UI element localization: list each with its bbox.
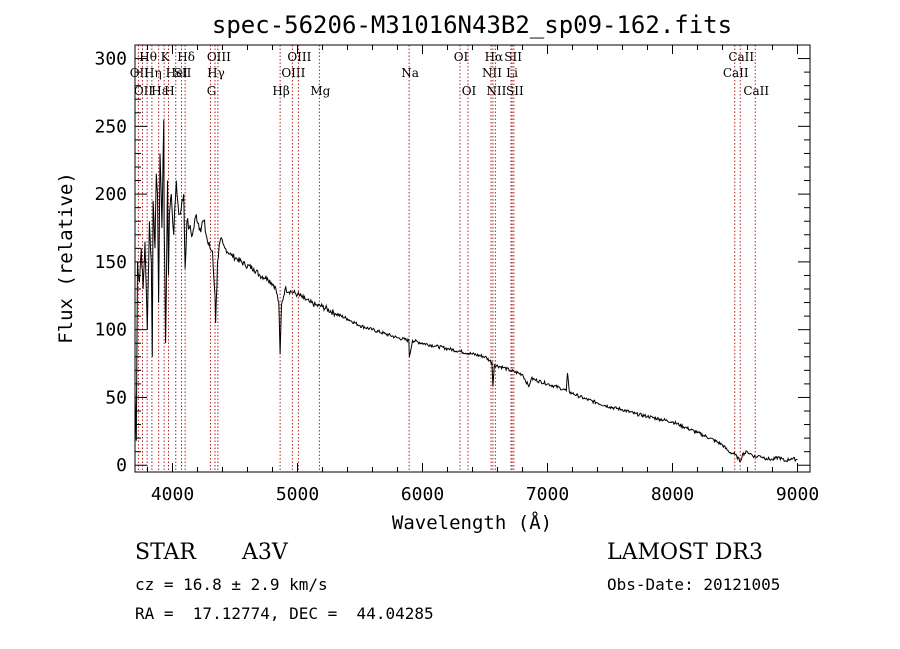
y-tick-label: 50 — [105, 387, 127, 408]
axis-ticks: 4000 5000 6000 7000 8000 9000 0 50 100 150 200 250 3… — [94, 45, 819, 505]
spectrum-line — [134, 119, 798, 463]
spectral-line-label: H — [164, 84, 174, 98]
spectral-line-label: G — [207, 84, 217, 98]
spectral-line-label: HeI — [166, 66, 189, 80]
spectral-line-label: NII — [486, 84, 506, 98]
x-tick-label: 7000 — [526, 484, 569, 505]
object-class: STAR — [135, 540, 196, 565]
x-tick-label: 4000 — [151, 484, 194, 505]
object-subclass: A3V — [242, 540, 288, 565]
spectral-line-label: Hγ — [207, 66, 225, 80]
y-tick-label: 100 — [94, 320, 127, 341]
spectral-lines: OIIOIIHθHηHεKHHeISIIHδGHγOIIIHβOIIIOIIIM… — [130, 45, 769, 472]
spectral-line-label: NII — [482, 66, 502, 80]
x-tick-label: 5000 — [276, 484, 319, 505]
spectral-line-label: Hθ — [139, 50, 157, 64]
spectral-line-label: OI — [454, 50, 469, 64]
x-tick-label: 8000 — [651, 484, 694, 505]
x-tick-label: 6000 — [401, 484, 444, 505]
spectral-line-label: SII — [504, 50, 522, 64]
spectral-line-label: SII — [174, 66, 192, 80]
y-tick-label: 0 — [116, 455, 127, 476]
spectral-line-label: CaII — [723, 66, 749, 80]
spectral-line-label: Hη — [144, 66, 162, 80]
y-tick-label: 300 — [94, 49, 127, 70]
y-tick-label: 200 — [94, 184, 127, 205]
y-tick-label: 250 — [94, 116, 127, 137]
ra-dec: RA = 17.12774, DEC = 44.04285 — [135, 604, 434, 623]
spectral-line-label: OII — [134, 84, 154, 98]
spectral-line-label: CaII — [743, 84, 769, 98]
obs-date: Obs-Date: 20121005 — [607, 575, 781, 594]
chart-title: spec-56206-M31016N43B2_sp09-162.fits — [212, 11, 732, 39]
spectral-line-label: CaII — [728, 50, 754, 64]
spectral-line-label: OIII — [281, 66, 305, 80]
spectral-line-label: K — [161, 50, 171, 64]
spectral-line-label: Na — [401, 66, 419, 80]
spectral-line-label: OIII — [287, 50, 311, 64]
survey-name: LAMOST DR3 — [607, 540, 763, 565]
redshift-cz: cz = 16.8 ± 2.9 km/s — [135, 575, 328, 594]
y-axis-label: Flux (relative) — [55, 172, 77, 344]
spectral-line-label: SII — [506, 84, 524, 98]
spectral-line-label: Hα — [485, 50, 504, 64]
spectral-line-label: Hδ — [177, 50, 195, 64]
x-tick-label: 9000 — [776, 484, 819, 505]
x-axis-label: Wavelength (Å) — [392, 511, 552, 534]
spectral-line-label: OIII — [207, 50, 231, 64]
spectral-line-label: OI — [462, 84, 477, 98]
spectral-line-label: Hβ — [272, 84, 289, 98]
y-tick-label: 150 — [94, 252, 127, 273]
spectral-line-label: Mg — [310, 84, 330, 98]
